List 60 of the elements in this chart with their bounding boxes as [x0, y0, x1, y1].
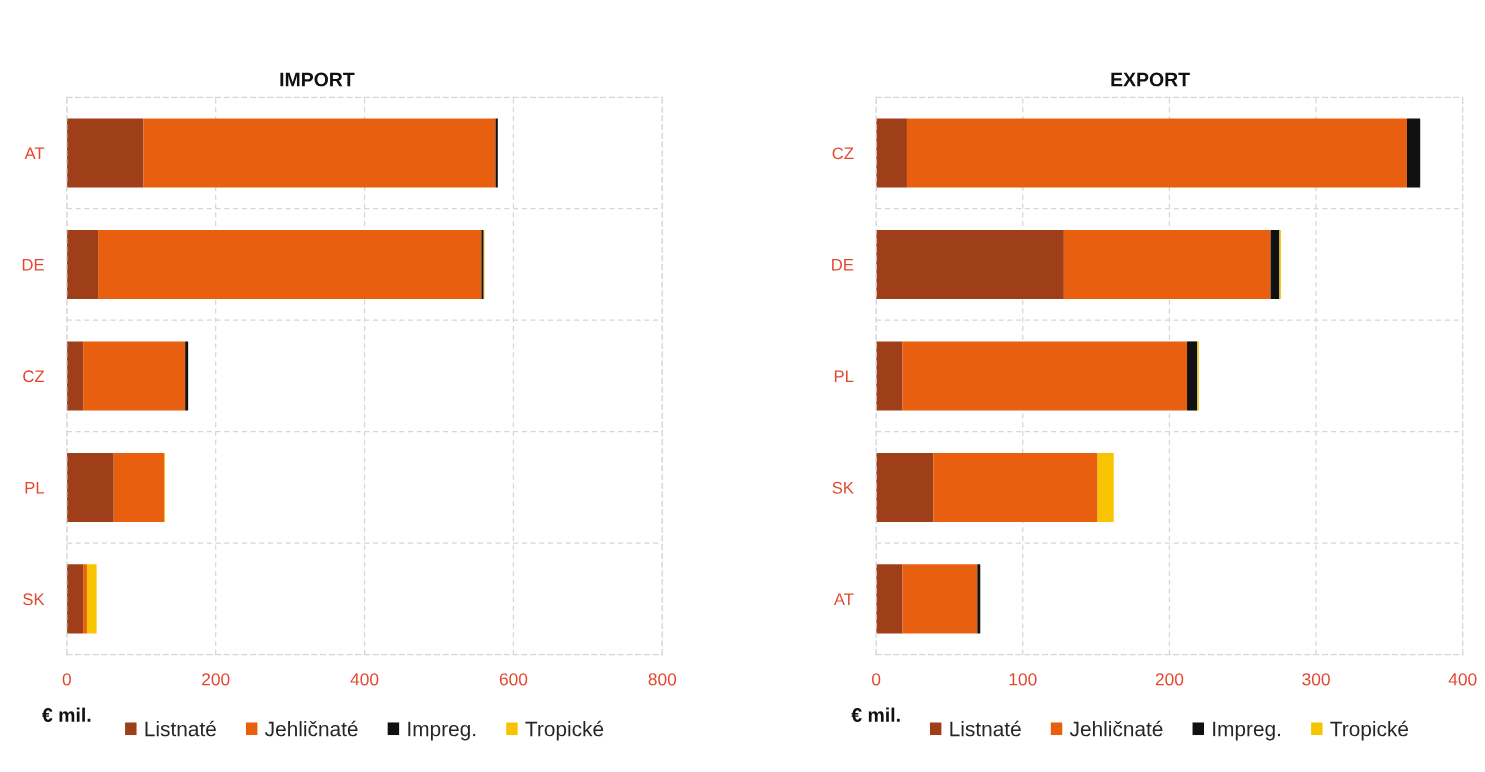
bar	[66, 452, 114, 522]
bar	[185, 341, 189, 411]
bar	[98, 229, 482, 300]
y-tick-label: CZ	[23, 370, 45, 383]
y-tick-label: PL	[25, 482, 45, 494]
legend-label: Impreg.	[1213, 721, 1281, 741]
legend-label: Jehličnaté	[1069, 720, 1163, 737]
y-tick-label: AT	[24, 147, 45, 160]
bar	[977, 564, 981, 634]
y-tick-label: CZ	[832, 147, 854, 160]
x-tick-label: 400	[350, 673, 379, 686]
chart-title: IMPORT	[280, 72, 355, 87]
bar	[1097, 452, 1114, 522]
x-tick-label: 100	[1009, 673, 1037, 686]
bar	[83, 341, 186, 411]
y-tick-label: DE	[832, 259, 854, 271]
legend-label: Tropické	[525, 720, 604, 741]
x-tick-label: 200	[202, 673, 230, 686]
bar	[1187, 341, 1198, 411]
legend-label: Impreg.	[408, 721, 476, 741]
bar	[86, 564, 97, 634]
x-tick-label: 200	[1155, 673, 1184, 686]
x-tick-label: 300	[1302, 673, 1330, 686]
y-tick-label: SK	[832, 481, 854, 494]
x-tick-label: 800	[648, 673, 677, 686]
x-tick-label: 0	[872, 673, 881, 686]
bar	[66, 564, 84, 634]
bar	[113, 452, 165, 522]
bar	[1063, 229, 1271, 300]
bar	[902, 564, 978, 634]
legend-label: Listnaté	[950, 720, 1021, 737]
bar	[876, 118, 907, 188]
bar	[933, 452, 1098, 522]
legend-label: Tropické	[1330, 720, 1409, 741]
legend-label: Jehličnaté	[265, 720, 358, 737]
bar	[1407, 118, 1421, 188]
bar	[143, 118, 496, 188]
bar	[876, 229, 1064, 300]
x-tick-label: 400	[1448, 673, 1477, 686]
bar	[906, 118, 1407, 188]
bar	[876, 452, 934, 522]
bar	[495, 118, 498, 188]
y-tick-label: SK	[23, 593, 45, 606]
x-tick-label: 600	[499, 673, 528, 686]
chart-title: EXPORT	[1111, 72, 1190, 87]
bar	[902, 341, 1188, 411]
y-tick-label: PL	[834, 370, 854, 382]
bar	[1270, 229, 1280, 300]
x-tick-label: 0	[62, 673, 71, 686]
y-tick-label: DE	[22, 259, 44, 271]
bar	[876, 564, 903, 634]
bar	[66, 229, 99, 300]
legend-label: Listnaté	[145, 720, 216, 737]
x-axis-title: € mil.	[42, 707, 91, 722]
bar	[66, 118, 144, 188]
bar	[83, 564, 87, 634]
x-axis-title: € mil.	[851, 707, 900, 722]
y-tick-label: AT	[833, 593, 854, 605]
bar	[876, 341, 903, 411]
bar	[66, 341, 84, 411]
